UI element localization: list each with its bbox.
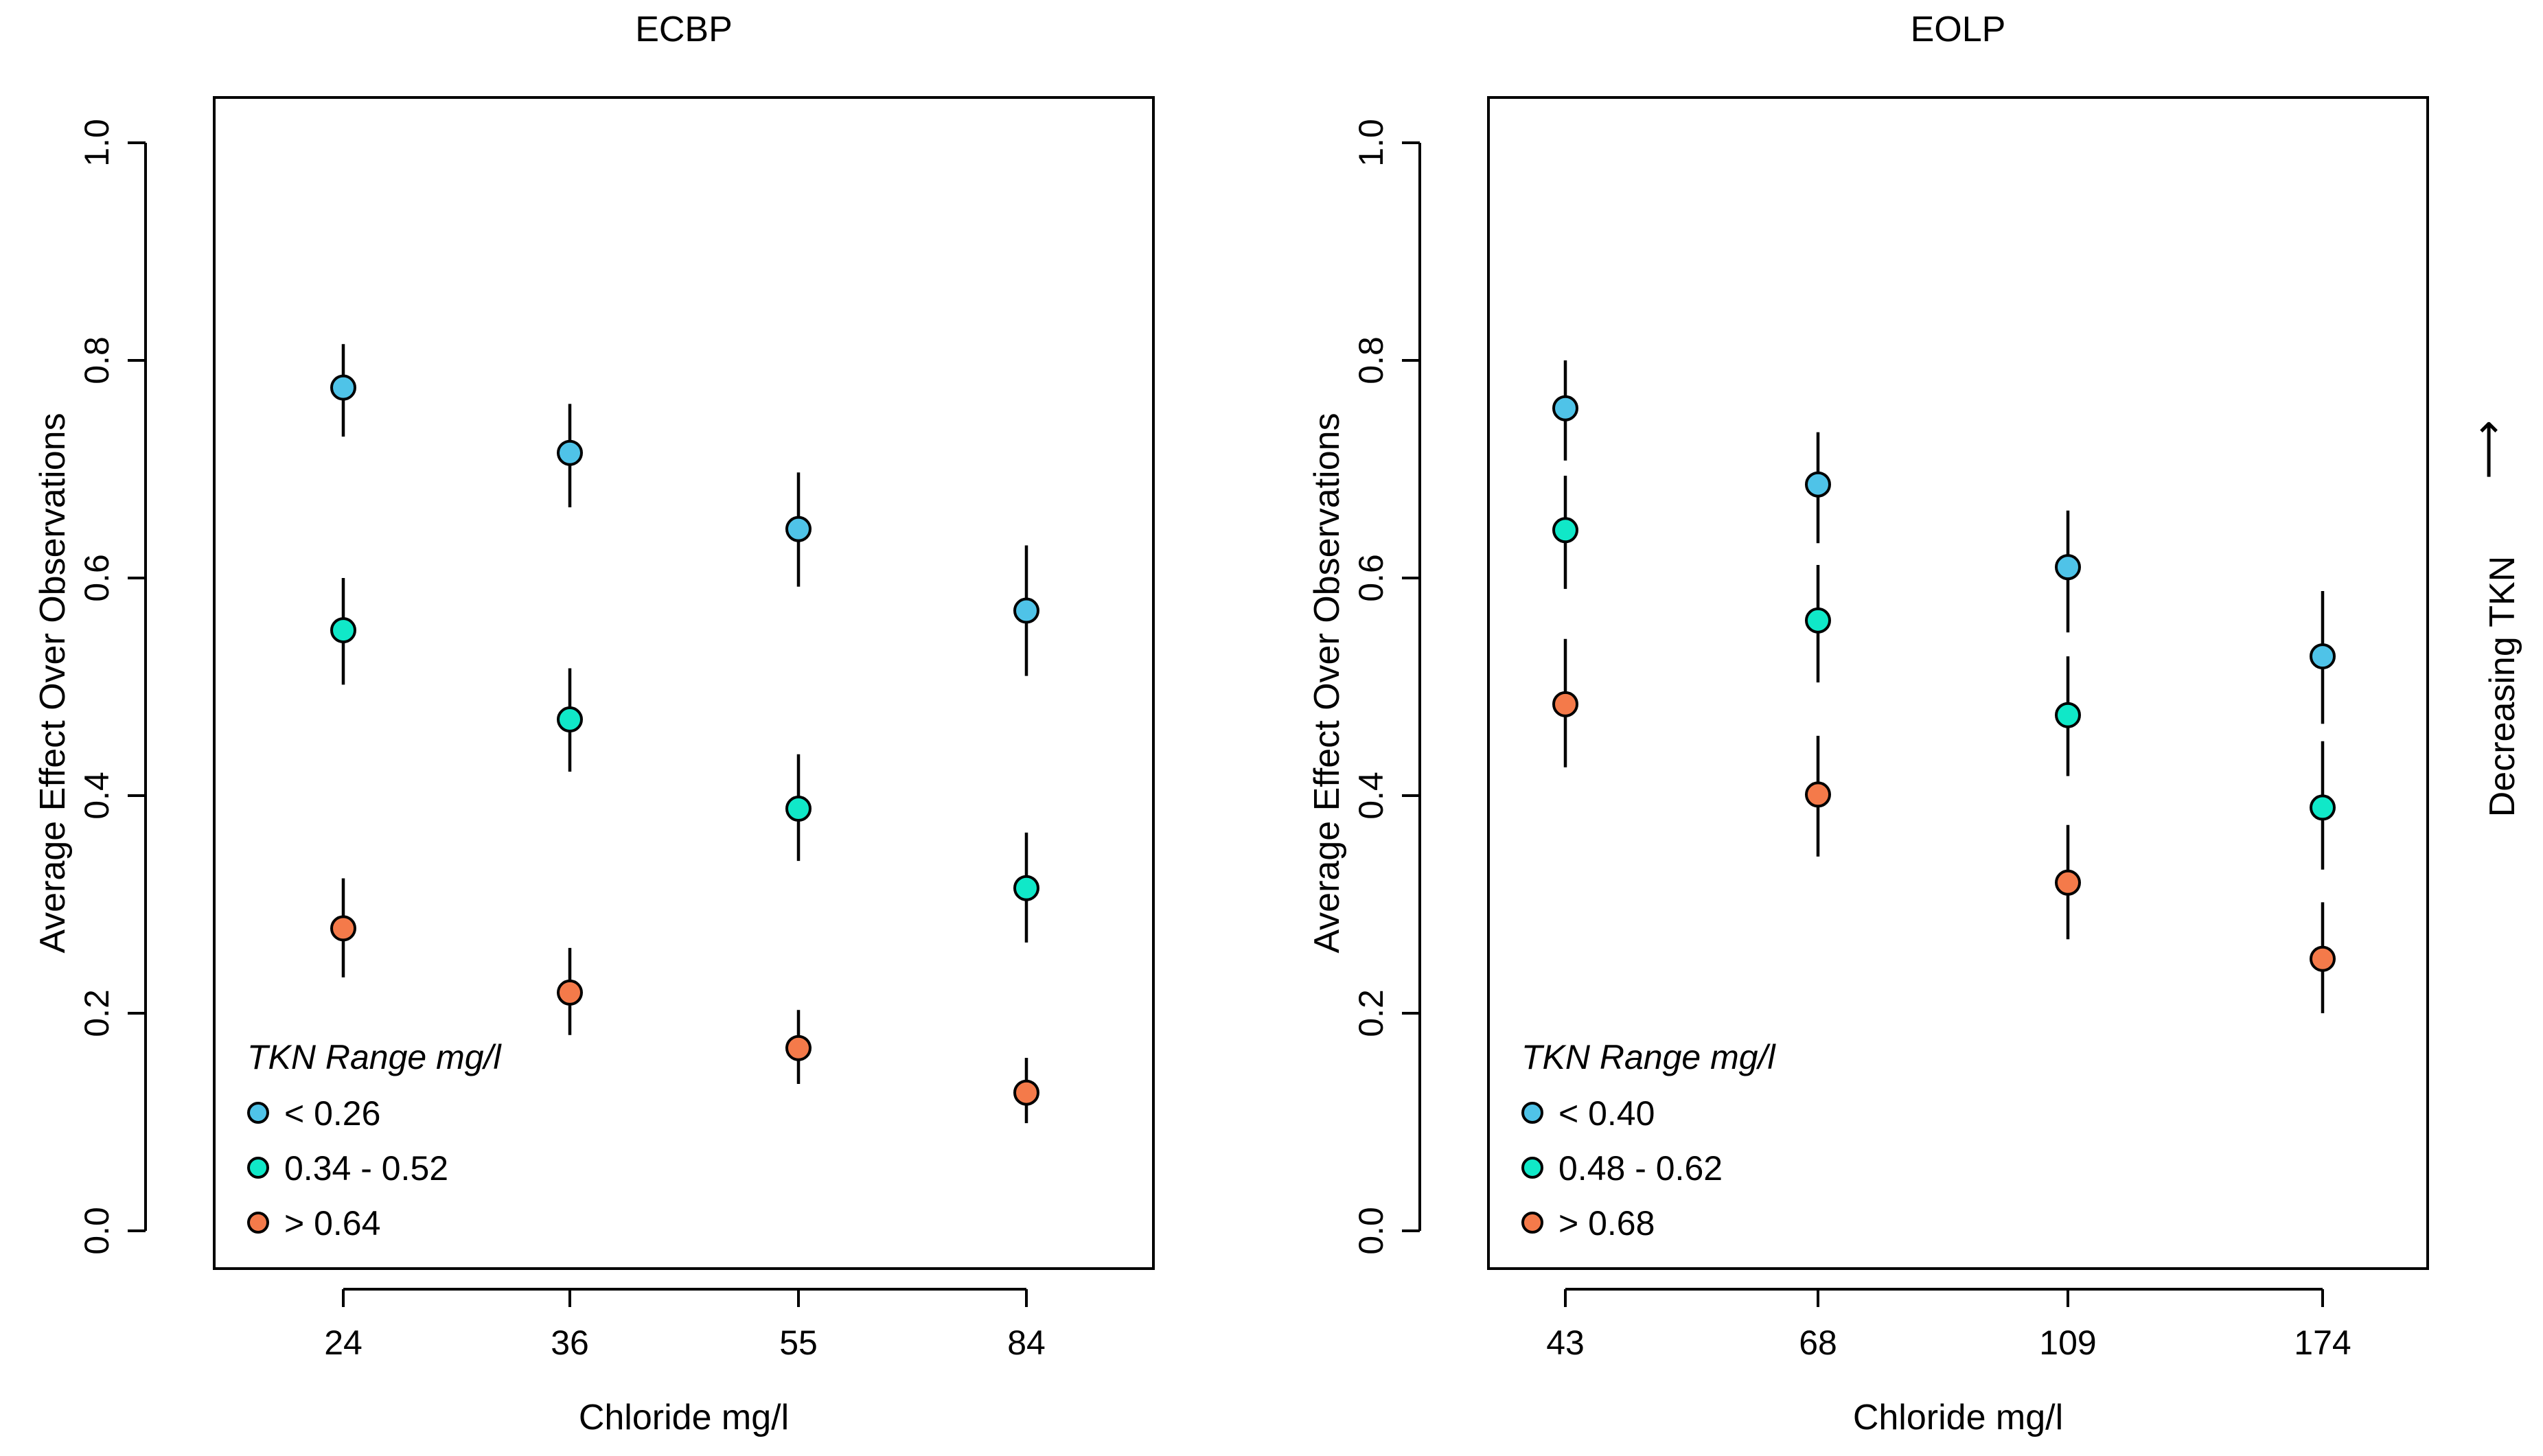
side-arrow-glyph: ⟶ [2465, 420, 2511, 479]
x-tick-label: 84 [1007, 1324, 1046, 1362]
x-tick-label: 36 [551, 1324, 589, 1362]
x-tick-label: 174 [2294, 1324, 2351, 1362]
legend-label: > 0.68 [1558, 1204, 1655, 1243]
y-tick-label: 0.2 [78, 989, 116, 1037]
data-point [557, 979, 583, 1006]
y-tick-label: 0.6 [78, 554, 116, 602]
data-point [1552, 517, 1578, 544]
data-point [2310, 643, 2336, 670]
data-point [785, 516, 812, 542]
legend-label: > 0.64 [284, 1204, 380, 1243]
plot-frame [1487, 96, 2429, 1270]
y-axis-label: Average Effect Over Observations [1307, 413, 1347, 953]
x-tick-label: 109 [2039, 1324, 2096, 1362]
y-tick-label: 0.0 [78, 1207, 116, 1255]
legend-swatch [1521, 1102, 1543, 1124]
y-tick-label: 0.0 [1352, 1207, 1390, 1255]
data-point [330, 915, 356, 942]
data-point [2055, 869, 2081, 896]
side-annotation-label: Decreasing TKN [2483, 556, 2522, 818]
data-point [1013, 1079, 1039, 1106]
data-point [1013, 875, 1039, 901]
data-point [2055, 702, 2081, 728]
y-tick-label: 0.4 [1352, 772, 1390, 820]
y-tick-label: 0.8 [78, 336, 116, 384]
data-point [1552, 395, 1578, 421]
data-point [1552, 691, 1578, 717]
legend-label: < 0.40 [1558, 1094, 1655, 1133]
data-point [1013, 597, 1039, 624]
x-axis-label: Chloride mg/l [579, 1398, 789, 1437]
x-tick-label: 55 [779, 1324, 818, 1362]
legend-swatch [247, 1212, 269, 1234]
y-tick-label: 0.6 [1352, 554, 1390, 602]
legend-title: TKN Range mg/l [247, 1038, 502, 1076]
x-tick-label: 68 [1799, 1324, 1837, 1362]
decreasing-tkn-annotation: ⟶ Decreasing TKN [2465, 420, 2522, 817]
legend-title: TKN Range mg/l [1521, 1038, 1776, 1076]
data-point [2055, 554, 2081, 581]
legend-swatch [1521, 1157, 1543, 1179]
x-axis-label: Chloride mg/l [1853, 1398, 2063, 1437]
data-point [1805, 607, 1831, 634]
y-tick-label: 0.4 [78, 772, 116, 820]
data-point [1805, 471, 1831, 498]
data-point [557, 706, 583, 733]
y-tick-label: 1.0 [78, 119, 116, 167]
plot-frame [213, 96, 1155, 1270]
data-point [2310, 945, 2336, 972]
y-tick-label: 1.0 [1352, 119, 1390, 167]
panel-title: ECBP [635, 10, 733, 49]
data-point [785, 796, 812, 822]
x-tick-label: 24 [324, 1324, 363, 1362]
x-tick-label: 43 [1546, 1324, 1585, 1362]
data-point [330, 617, 356, 644]
y-tick-label: 0.2 [1352, 989, 1390, 1037]
panel-title: EOLP [1911, 10, 2006, 49]
chart-panel-eolp: EOLP 0.0 0.2 0.4 0.6 0.8 1.0 Average Effect Ove… [1307, 10, 2429, 1437]
legend-swatch [247, 1157, 269, 1179]
chart-panel-ecbp: ECBP 0.0 0.2 0.4 0.6 0.8 1.0 Average Effect Ove… [33, 10, 1155, 1437]
legend-label: < 0.26 [284, 1094, 380, 1133]
data-point [557, 439, 583, 466]
data-point [2310, 794, 2336, 821]
legend-swatch [1521, 1212, 1543, 1234]
y-axis-label: Average Effect Over Observations [33, 413, 73, 953]
y-tick-label: 0.8 [1352, 336, 1390, 384]
data-point [330, 374, 356, 401]
data-point [1805, 781, 1831, 808]
legend-label: 0.34 - 0.52 [284, 1149, 448, 1188]
legend-swatch [247, 1102, 269, 1124]
data-point [785, 1035, 812, 1061]
legend-label: 0.48 - 0.62 [1558, 1149, 1723, 1188]
